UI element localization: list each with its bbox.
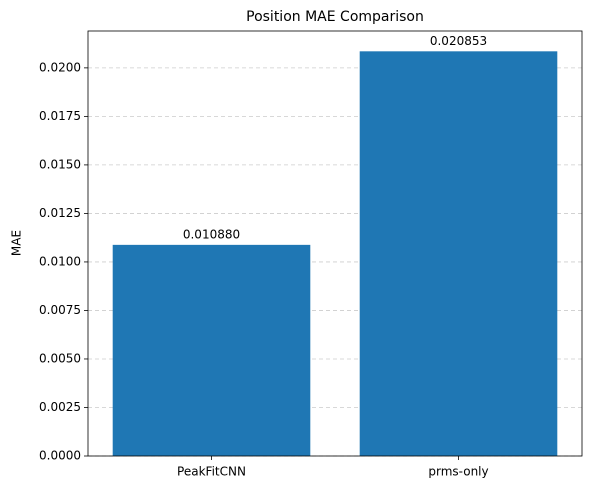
chart-title: Position MAE Comparison (246, 9, 424, 25)
y-tick-label: 0.0075 (39, 303, 81, 317)
value-label: 0.020853 (430, 34, 487, 48)
y-axis-label: MAE (10, 230, 24, 256)
y-tick-label: 0.0100 (39, 254, 81, 268)
y-tick-label: 0.0000 (39, 449, 81, 463)
x-tick-label: PeakFitCNN (177, 465, 246, 479)
bar (112, 244, 311, 456)
y-tick-label: 0.0150 (39, 157, 81, 171)
y-tick-label: 0.0125 (39, 206, 81, 220)
x-tick-label: prms-only (428, 465, 488, 479)
y-tick-label: 0.0200 (39, 60, 81, 74)
y-tick-label: 0.0050 (39, 351, 81, 365)
bar (359, 51, 558, 457)
y-tick-label: 0.0175 (39, 109, 81, 123)
plot-frame (87, 30, 583, 457)
y-tick-label: 0.0025 (39, 400, 81, 414)
value-label: 0.010880 (183, 227, 240, 241)
